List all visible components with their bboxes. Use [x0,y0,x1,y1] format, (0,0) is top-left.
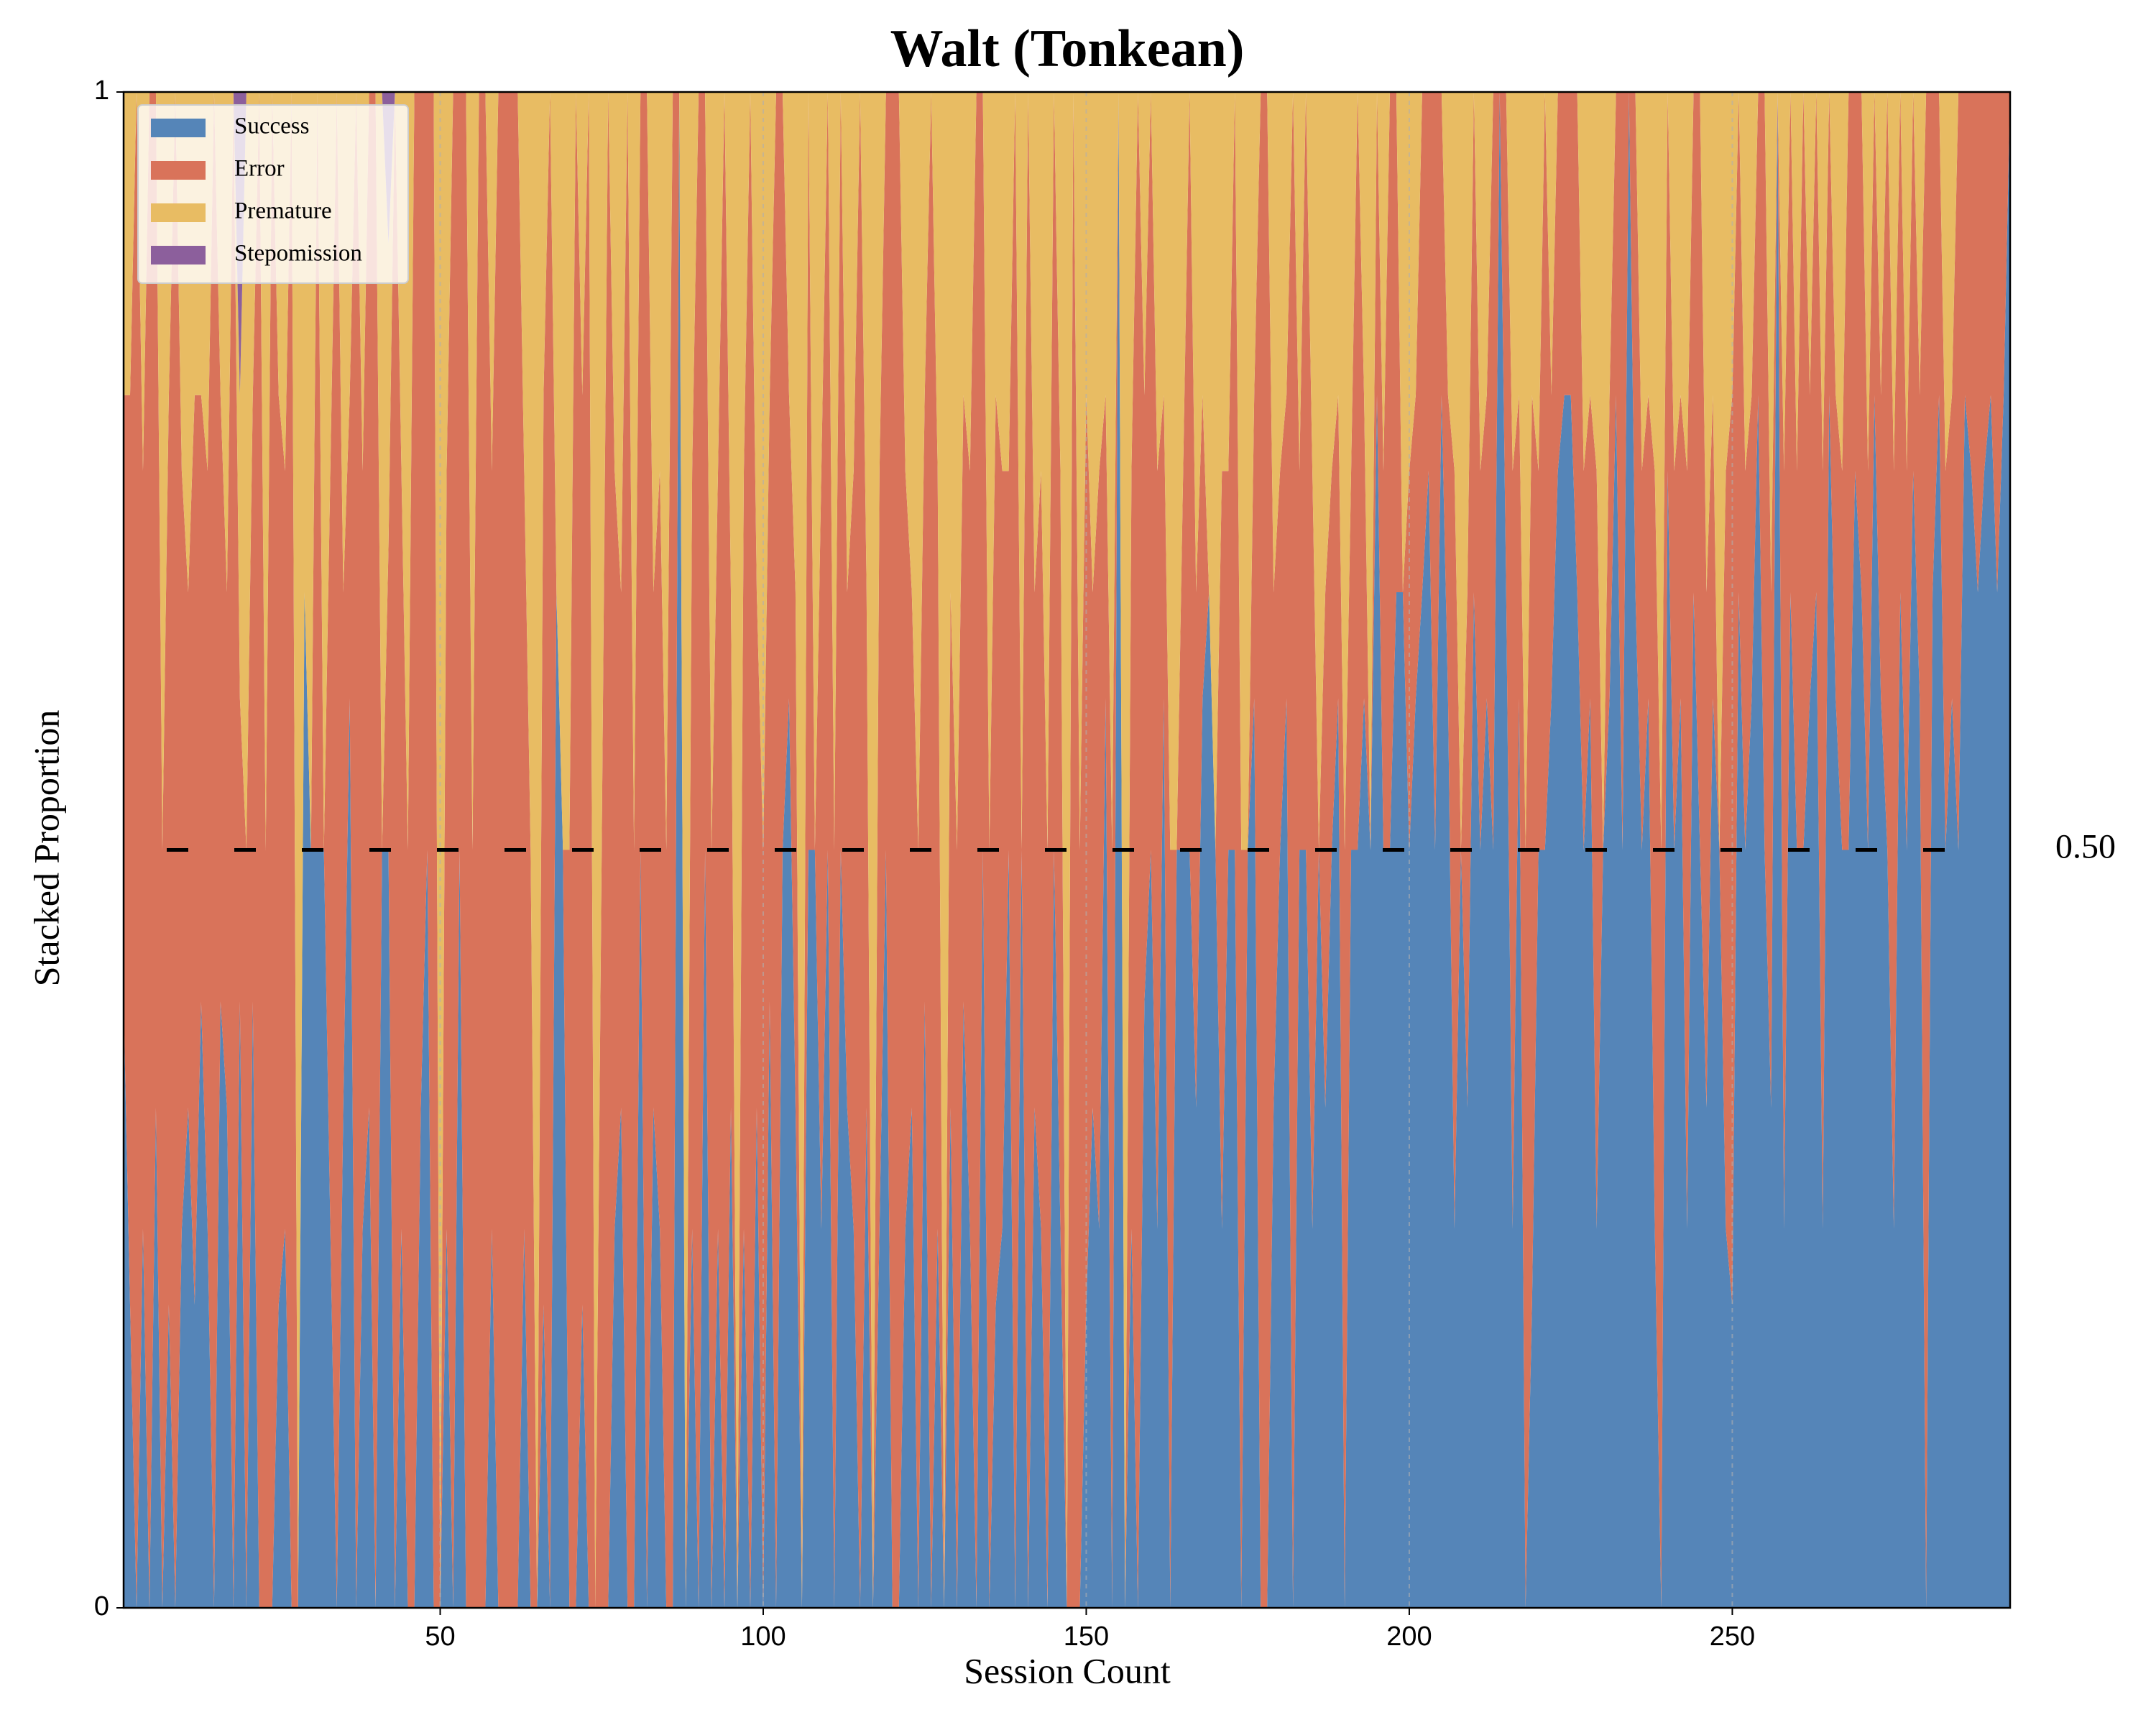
chart-title: Walt (Tonkean) [890,19,1245,78]
y-axis-label: Stacked Proportion [26,710,66,987]
legend-label: Success [234,114,309,139]
x-tick-label: 250 [1710,1622,1755,1652]
x-tick-label: 150 [1064,1622,1109,1652]
area [124,92,2010,1608]
reference-label: 0.50 [2055,828,2116,866]
area [124,92,2010,1608]
plot-frame [122,91,2012,1609]
y-tick-label: 1 [94,75,109,106]
x-tick-label: 200 [1386,1622,1432,1652]
legend-label: Premature [234,198,332,224]
y-tick-label: 0 [94,1591,109,1622]
legend-swatch [151,119,206,137]
legend-box [137,104,409,284]
legend-swatch [151,246,206,264]
legend-swatch [151,203,206,222]
x-tick-label: 100 [740,1622,786,1652]
x-axis-label: Session Count [964,1650,1171,1690]
legend: Success Error Premature Stepomission [137,104,409,284]
legend-label: Error [234,156,285,182]
legend-swatch [151,161,206,180]
x-tick-label: 50 [425,1622,455,1652]
legend-label: Stepomission [234,241,362,267]
